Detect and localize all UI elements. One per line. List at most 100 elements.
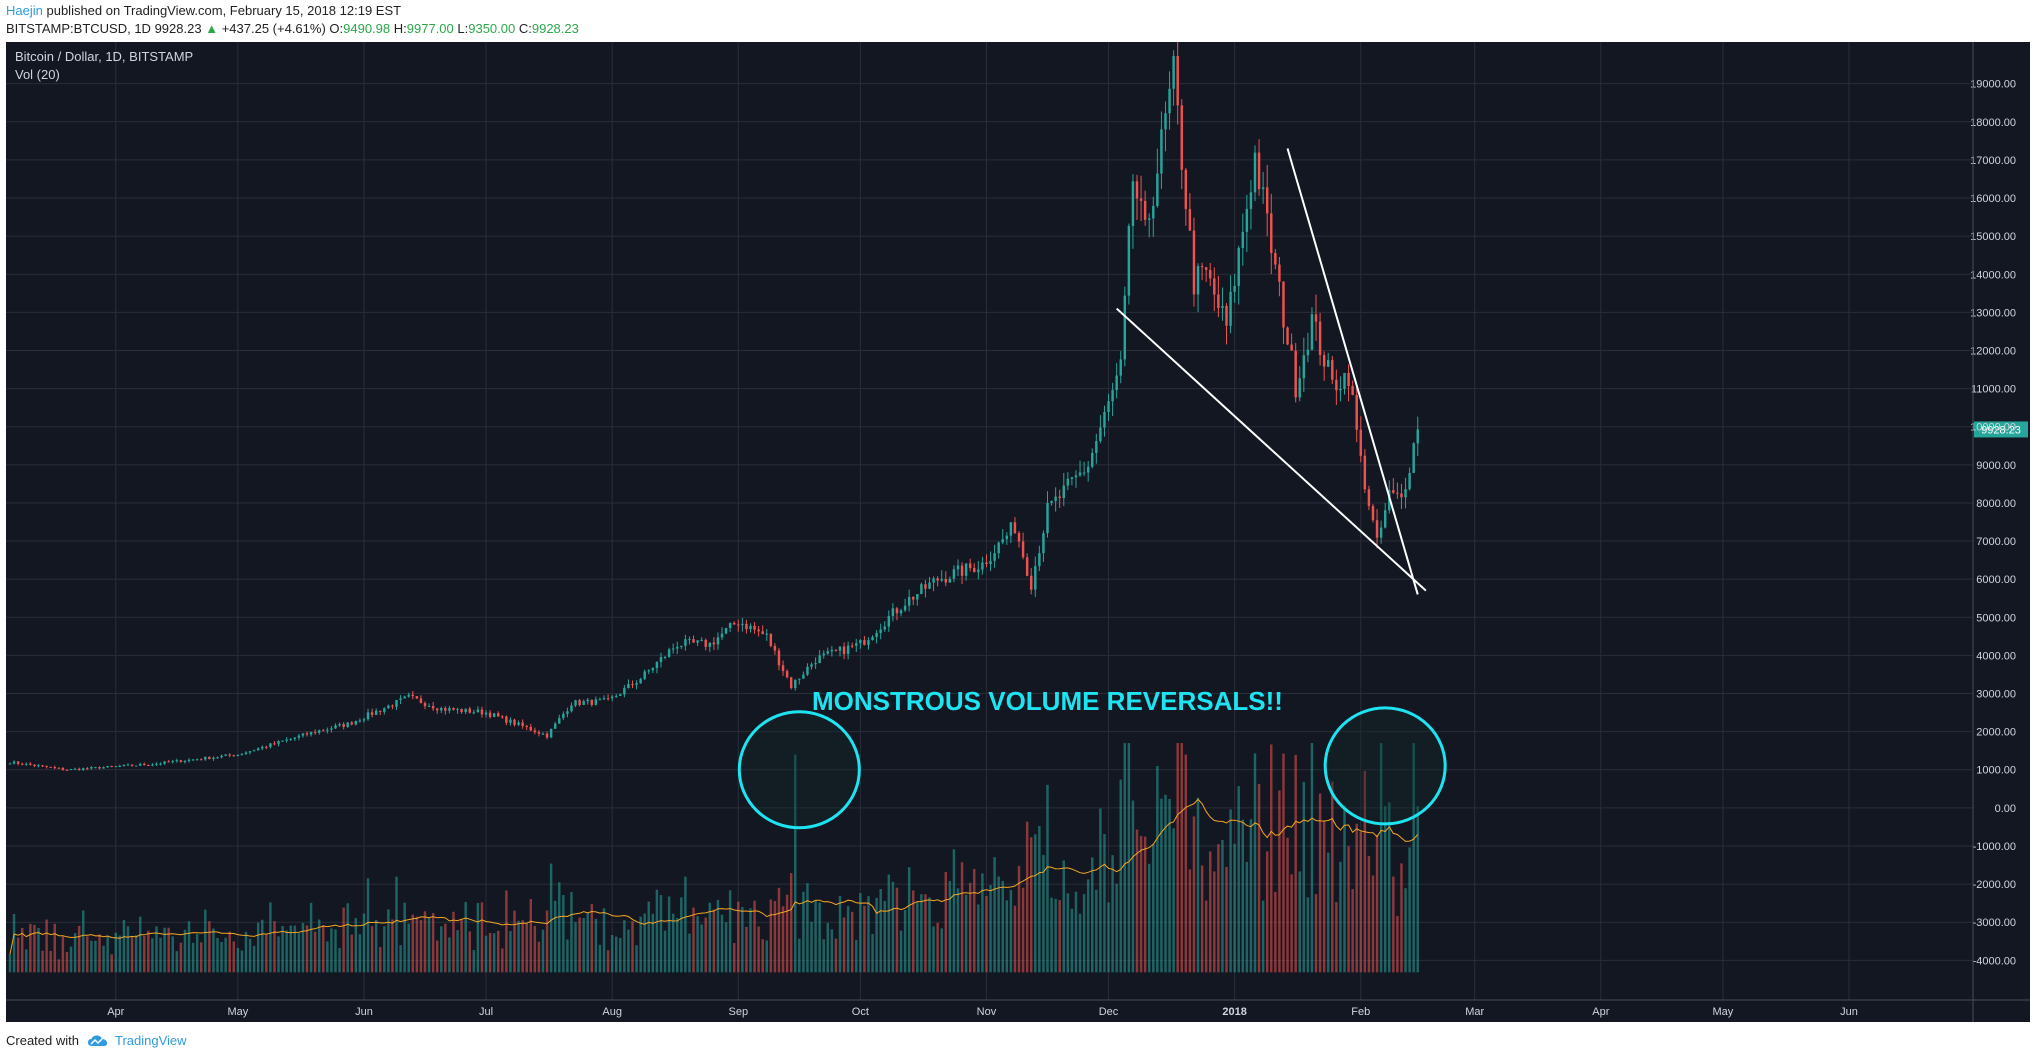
candle-body [309, 731, 313, 735]
tradingview-brand[interactable]: TradingView [87, 1033, 187, 1048]
volume-bar [126, 926, 130, 973]
candle-body [676, 646, 679, 649]
volume-bar [183, 929, 187, 973]
y-tick-label: 0.00 [1995, 803, 2016, 815]
volume-bar [541, 929, 545, 973]
volume-bar [1217, 844, 1220, 973]
volume-bar [737, 901, 740, 973]
candle-body [179, 760, 183, 763]
candle-body [704, 639, 707, 647]
candle-body [281, 740, 284, 742]
tradingview-label[interactable]: TradingView [114, 1033, 187, 1048]
volume-bar [529, 899, 533, 973]
volume-bar [195, 934, 199, 973]
volume-bar [322, 924, 325, 973]
candle-body [12, 761, 16, 764]
x-tick-label: 2018 [1222, 1006, 1246, 1018]
volume-bar [1265, 851, 1269, 973]
volume-bar [1209, 851, 1212, 973]
volume-bar [281, 926, 284, 973]
volume-bar [403, 902, 406, 973]
candle-body [419, 698, 423, 704]
volume-bar [1082, 894, 1086, 973]
volume-bar [456, 930, 459, 973]
y-tick-label: 11000.00 [1971, 384, 2016, 396]
candle-body [1331, 360, 1334, 380]
candle-body [570, 705, 573, 712]
volume-bar [248, 938, 252, 973]
volume-bar [814, 900, 817, 973]
candle-body [802, 674, 805, 679]
volume-bar [1123, 743, 1127, 973]
volume-bar [1347, 846, 1350, 973]
candle-body [1229, 291, 1232, 326]
candle-body [895, 608, 899, 614]
volume-bar [423, 911, 427, 973]
candle-body [1147, 218, 1151, 220]
candle-body [1298, 378, 1301, 398]
candle-body [130, 764, 134, 766]
volume-bar [899, 930, 903, 973]
candle-body [977, 569, 980, 573]
candle-body [582, 701, 585, 705]
candle-body [517, 722, 520, 725]
volume-bar [1392, 876, 1395, 973]
volume-bar [810, 921, 813, 973]
volume-bar [1371, 875, 1375, 973]
volume-bar [1241, 819, 1245, 973]
candle-body [1123, 295, 1127, 360]
volume-bar [598, 944, 602, 973]
candle-body [663, 656, 667, 658]
volume-bar [676, 918, 679, 973]
volume-bar [724, 922, 728, 973]
candle-body [1095, 441, 1098, 453]
volume-bar [387, 909, 390, 973]
volume-bar [350, 934, 353, 973]
candle-body [37, 765, 40, 767]
candle-body [159, 763, 162, 765]
candle-body [509, 719, 512, 723]
volume-bar [366, 878, 370, 973]
candle-body [195, 759, 199, 761]
volume-bar [82, 910, 85, 973]
volume-bar [643, 913, 646, 973]
candle-body [1131, 181, 1135, 226]
candle-body [370, 712, 374, 715]
volume-bar [102, 945, 105, 973]
volume-bar [20, 928, 24, 973]
volume-bar [37, 928, 40, 973]
candle-body [330, 728, 333, 730]
volume-bar [732, 943, 736, 973]
volume-bar [1119, 779, 1122, 973]
volume-bar [1225, 866, 1228, 973]
candle-body [98, 767, 101, 769]
candle-body [924, 584, 927, 589]
volume-bar [293, 925, 297, 973]
open-label: O: [329, 21, 344, 36]
candle-body [1383, 510, 1387, 528]
volume-bar [533, 925, 537, 973]
volume-bar [1062, 860, 1065, 973]
candle-body [183, 761, 187, 763]
volume-bar [1188, 869, 1192, 973]
candle-body [403, 696, 406, 699]
volume-bar [171, 936, 174, 973]
volume-bar [928, 897, 931, 973]
volume-bar [435, 940, 439, 973]
candle-body [69, 768, 73, 771]
highlight-circle [737, 710, 861, 830]
chart-panel[interactable]: 9928.23 19000.00 18000.00 17000.00 16000.00… [6, 42, 2030, 1022]
candle-body [708, 642, 712, 647]
candle-body [1270, 213, 1273, 254]
candle-body [232, 755, 235, 757]
annotation-text: MONSTROUS VOLUME REVERSALS!! [812, 686, 1283, 716]
price-chart[interactable]: 9928.23 19000.00 18000.00 17000.00 16000.00… [6, 42, 2030, 1022]
highlight-circle [1323, 706, 1447, 826]
candle-body [1367, 489, 1371, 507]
volume-bar [1363, 770, 1367, 973]
volume-bar [1294, 754, 1297, 973]
volume-bar [1180, 743, 1183, 973]
volume-bar [1135, 829, 1139, 973]
author-link[interactable]: Haejin [6, 3, 43, 18]
candle-body [692, 639, 695, 643]
